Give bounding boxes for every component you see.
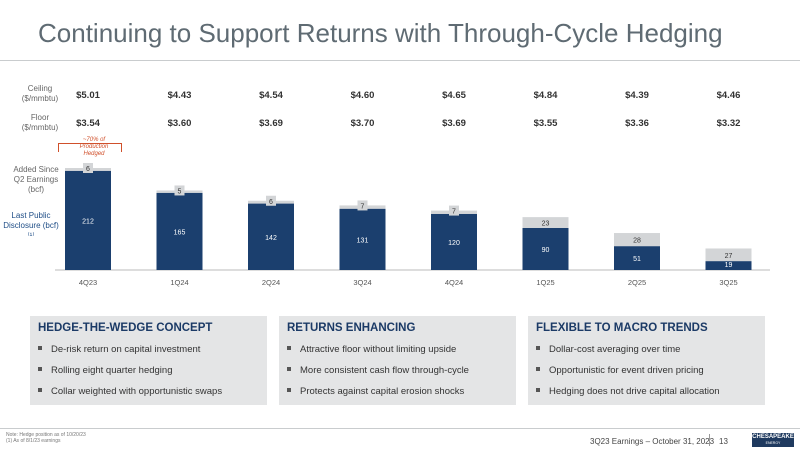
ceiling-value: $4.39	[625, 90, 649, 101]
bullet-icon	[536, 346, 540, 351]
label-added: 27	[725, 253, 733, 260]
card-title: RETURNS ENHANCING	[287, 322, 416, 334]
hedged-bracket	[58, 143, 122, 152]
bar-last-public	[522, 227, 569, 270]
ceiling-value: $4.84	[533, 90, 558, 101]
card-item: Hedging does not drive capital allocatio…	[536, 386, 720, 407]
label-box-added	[266, 195, 276, 206]
bullet-icon	[287, 367, 291, 372]
card-returns-enhancing: RETURNS ENHANCING Attractive floor witho…	[279, 316, 516, 405]
hedge-volume-chart: 212 6 4Q23 165 5 1Q24 142 6 2Q24 131 7 3Q24 120 7 4Q24…	[55, 163, 770, 287]
floor-row-label: Floor ($/mmbtu)	[21, 113, 59, 132]
label-box-added	[174, 185, 185, 196]
bullet-icon	[536, 367, 540, 372]
x-tick-label: 2Q24	[262, 278, 280, 287]
bar-last-public	[705, 261, 752, 270]
ceiling-value: $4.43	[167, 90, 192, 101]
footer-separator	[709, 434, 710, 446]
floor-value: $3.54	[76, 118, 100, 129]
added-row-label: Added Since Q2 Earnings (bcf)	[13, 165, 59, 194]
title-divider	[0, 60, 800, 61]
label-box-added	[449, 205, 459, 216]
label-box-added	[83, 163, 93, 173]
card-item: Attractive floor without limiting upside	[287, 344, 469, 365]
label-added: 7	[452, 209, 456, 216]
bar-added	[522, 217, 569, 228]
bar-last-public	[431, 213, 477, 270]
bar-last-public	[339, 208, 386, 270]
page-title: Continuing to Support Returns with Throu…	[38, 18, 723, 48]
ceiling-value: $4.54	[259, 90, 283, 101]
page-number: 13	[719, 437, 728, 446]
label-last-public: 51	[633, 256, 641, 263]
label-last-public: 131	[357, 237, 369, 244]
bar-last-public	[65, 170, 111, 270]
label-last-public: 120	[448, 240, 460, 247]
label-added: 6	[269, 199, 273, 206]
footnotes: Note: Hedge position as of 10/20/23 (1) …	[6, 432, 86, 444]
x-tick-label: 1Q25	[536, 278, 554, 287]
bar-added	[614, 233, 660, 247]
card-hedge-the-wedge: HEDGE-THE-WEDGE CONCEPT De-risk return o…	[30, 316, 267, 405]
ceiling-value: $4.60	[350, 90, 375, 101]
company-logo: CHESAPEAKE ENERGY	[752, 433, 794, 447]
floor-value: $3.36	[625, 118, 649, 129]
bar-last-public	[248, 203, 294, 270]
floor-value: $3.60	[167, 118, 192, 129]
card-item: De-risk return on capital investment	[38, 344, 222, 365]
ceiling-value: $4.46	[716, 90, 741, 101]
label-last-public: 19	[725, 262, 733, 269]
label-box-added	[357, 200, 368, 211]
label-added: 5	[178, 188, 182, 195]
hedged-annotation: ~70% of Production Hedged	[79, 137, 109, 157]
ceiling-row-label: Ceiling ($/mmbtu)	[21, 84, 59, 103]
label-added: 6	[86, 166, 90, 173]
bullet-icon	[287, 346, 291, 351]
bullet-icon	[287, 388, 291, 393]
card-title: HEDGE-THE-WEDGE CONCEPT	[38, 322, 213, 334]
floor-value: $3.69	[259, 118, 283, 129]
card-item: Rolling eight quarter hedging	[38, 365, 222, 386]
x-tick-label: 4Q24	[445, 278, 463, 287]
bullet-icon	[536, 388, 540, 393]
label-added: 23	[542, 221, 550, 228]
floor-value: $3.55	[533, 118, 558, 129]
label-last-public: 90	[542, 247, 550, 254]
label-added: 28	[633, 238, 641, 245]
card-flexible-macro: FLEXIBLE TO MACRO TRENDS Dollar-cost ave…	[528, 316, 765, 405]
bar-last-public	[156, 192, 203, 270]
bullet-icon	[38, 346, 42, 351]
footer-divider	[0, 428, 800, 429]
floor-value: $3.70	[350, 118, 375, 129]
card-item: Protects against capital erosion shocks	[287, 386, 469, 407]
card-item: Dollar-cost averaging over time	[536, 344, 720, 365]
label-last-public: 212	[82, 218, 94, 225]
card-item: Opportunistic for event driven pricing	[536, 365, 720, 386]
card-item: Collar weighted with opportunistic swaps	[38, 386, 222, 407]
ceiling-value: $5.01	[76, 90, 100, 101]
x-tick-label: 4Q23	[79, 278, 97, 287]
label-added: 7	[361, 203, 365, 210]
ceiling-value: $4.65	[442, 90, 466, 101]
bullet-icon	[38, 388, 42, 393]
card-item: More consistent cash flow through-cycle	[287, 365, 469, 386]
x-tick-label: 2Q25	[628, 278, 646, 287]
x-tick-label: 3Q25	[719, 278, 737, 287]
bullet-icon	[38, 367, 42, 372]
bar-added	[705, 248, 752, 262]
last-public-label: Last Public Disclosure (bcf)⁽¹⁾	[3, 211, 59, 240]
card-title: FLEXIBLE TO MACRO TRENDS	[536, 322, 708, 334]
floor-value: $3.69	[442, 118, 466, 129]
footer-text: 3Q23 Earnings – October 31, 2023	[590, 437, 715, 446]
floor-value: $3.32	[716, 118, 741, 129]
label-last-public: 142	[265, 235, 277, 242]
x-tick-label: 3Q24	[353, 278, 371, 287]
bar-last-public	[614, 246, 660, 270]
label-last-public: 165	[174, 229, 186, 236]
x-tick-label: 1Q24	[170, 278, 188, 287]
